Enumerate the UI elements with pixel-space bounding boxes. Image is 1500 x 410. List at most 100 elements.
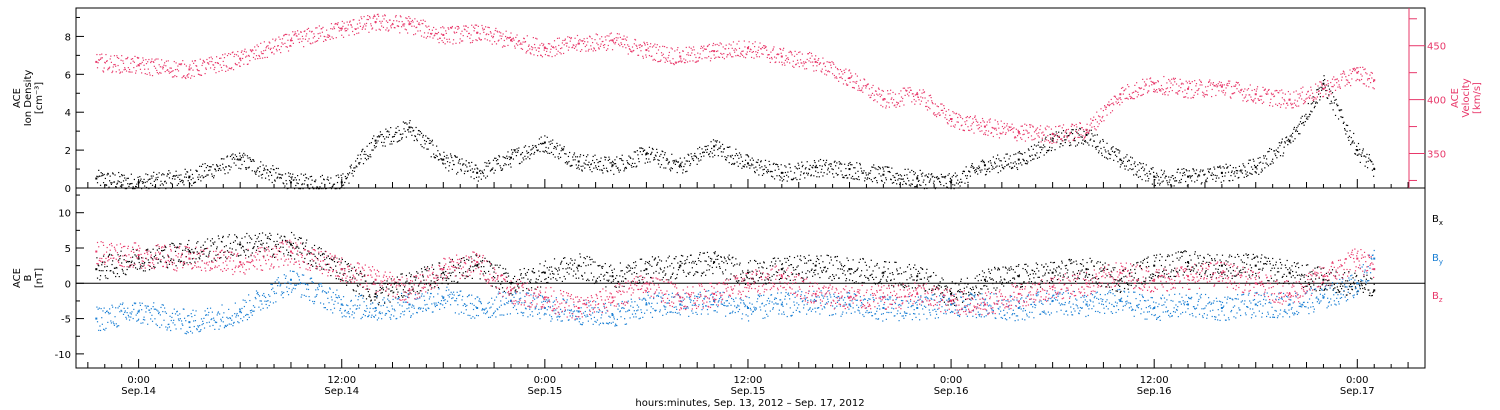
scatter-dot: [565, 153, 567, 155]
scatter-dot: [1264, 167, 1266, 169]
scatter-dot: [350, 167, 352, 169]
scatter-dot: [141, 181, 143, 183]
scatter-dot: [622, 46, 624, 48]
scatter-dot: [879, 95, 881, 98]
scatter-dot: [1033, 131, 1036, 133]
scatter-dot: [960, 116, 962, 118]
scatter-dot: [411, 25, 413, 27]
scatter-dot: [1265, 162, 1267, 164]
scatter-dot: [1356, 67, 1358, 69]
scatter-dot: [847, 177, 849, 179]
scatter-dot: [205, 67, 207, 69]
scatter-dot: [713, 149, 715, 151]
scatter-dot: [385, 29, 387, 31]
scatter-dot: [867, 174, 869, 176]
scatter-dot: [316, 40, 319, 42]
scatter-dot: [128, 266, 130, 268]
scatter-dot: [850, 177, 852, 179]
scatter-dot: [601, 40, 603, 43]
scatter-dot: [198, 257, 200, 259]
scatter-dot: [838, 167, 840, 169]
scatter-dot: [196, 170, 198, 172]
x-tick-label-date: Sep.16: [1137, 386, 1172, 397]
scatter-dot: [1230, 97, 1232, 99]
scatter-dot: [660, 52, 663, 54]
scatter-dot: [1158, 179, 1160, 181]
scatter-dot: [870, 179, 872, 181]
scatter-dot: [844, 163, 846, 165]
scatter-dot: [433, 35, 435, 37]
scatter-dot: [333, 183, 335, 185]
scatter-dot: [1356, 145, 1358, 147]
scatter-dot: [278, 173, 280, 175]
scatter-dot: [1371, 169, 1374, 171]
scatter-dot: [1230, 174, 1232, 177]
scatter-dot: [474, 24, 476, 26]
scatter-dot: [394, 16, 397, 18]
scatter-dot: [1299, 133, 1301, 135]
scatter-dot: [516, 34, 518, 36]
scatter-dot: [312, 42, 314, 44]
scatter-dot: [200, 180, 202, 182]
scatter-dot: [1055, 142, 1057, 144]
scatter-dot: [1227, 166, 1229, 168]
top-y-tick-label: 0: [65, 184, 71, 195]
scatter-dot: [1052, 137, 1054, 139]
scatter-dot: [1220, 81, 1222, 84]
scatter-dot: [558, 158, 560, 160]
scatter-dot: [510, 149, 513, 151]
scatter-dot: [982, 120, 984, 122]
scatter-dot: [1283, 98, 1285, 101]
scatter-dot: [1025, 163, 1027, 165]
scatter-dot: [802, 173, 805, 175]
scatter-dot: [937, 106, 939, 108]
scatter-dot: [789, 62, 791, 64]
scatter-dot: [443, 155, 446, 157]
scatter-dot: [312, 260, 314, 262]
scatter-dot: [387, 21, 389, 24]
scatter-dot: [245, 167, 247, 169]
scatter-dot: [788, 163, 790, 165]
scatter-dot: [613, 163, 615, 165]
scatter-dot: [192, 251, 194, 253]
data-point-series-0-1: [509, 39, 512, 42]
scatter-dot: [1007, 163, 1010, 165]
scatter-dot: [1329, 102, 1331, 105]
scatter-dot: [494, 169, 496, 171]
scatter-dot: [139, 268, 141, 270]
scatter-dot: [340, 262, 342, 264]
scatter-dot: [273, 169, 275, 171]
scatter-dot: [1052, 138, 1054, 140]
scatter-dot: [107, 255, 109, 258]
scatter-dot: [657, 49, 660, 51]
scatter-dot: [997, 172, 999, 174]
scatter-dot: [871, 86, 873, 89]
scatter-dot: [342, 25, 344, 27]
scatter-dot: [237, 55, 239, 57]
scatter-dot: [1035, 130, 1037, 132]
scatter-dot: [748, 41, 750, 43]
scatter-dot: [212, 177, 215, 179]
scatter-dot: [253, 160, 255, 162]
scatter-dot: [426, 148, 428, 150]
scatter-dot: [249, 242, 251, 244]
scatter-dot: [373, 135, 375, 137]
scatter-dot: [833, 176, 835, 178]
scatter-dot: [346, 176, 348, 179]
scatter-dot: [196, 68, 198, 71]
scatter-dot: [813, 70, 815, 72]
scatter-dot: [109, 180, 111, 182]
scatter-dot: [349, 165, 351, 168]
scatter-dot: [111, 71, 113, 74]
scatter-dot: [875, 168, 877, 170]
scatter-dot: [760, 160, 762, 162]
scatter-dot: [134, 185, 137, 188]
scatter-dot: [1089, 139, 1091, 141]
scatter-dot: [1355, 149, 1357, 151]
scatter-dot: [422, 19, 424, 21]
scatter-dot: [1111, 150, 1114, 152]
scatter-dot: [719, 42, 721, 44]
scatter-dot: [313, 33, 315, 35]
scatter-dot: [726, 157, 728, 159]
scatter-dot: [239, 65, 241, 67]
